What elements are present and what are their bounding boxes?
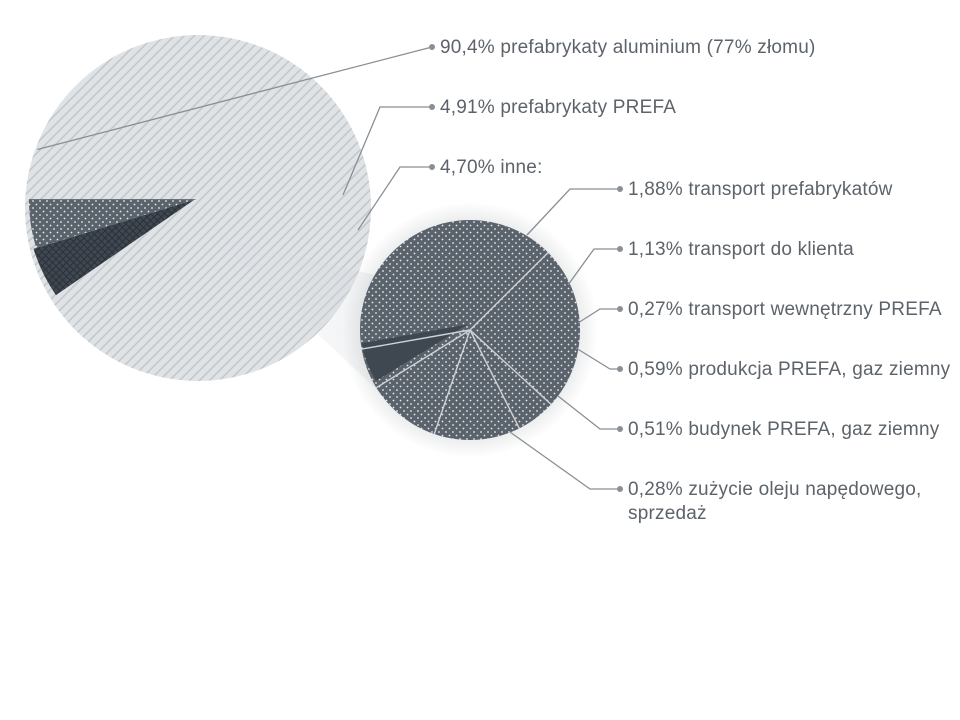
label-t_wew: 0,27% transport wewnętrzny PREFA bbox=[628, 299, 942, 320]
leader-dot bbox=[429, 164, 435, 170]
leader-dot bbox=[617, 366, 623, 372]
label-t_prefab: 1,88% transport prefabrykatów bbox=[628, 179, 893, 200]
label-prefa: 4,91% prefabrykaty PREFA bbox=[440, 97, 676, 118]
leader-dot bbox=[617, 246, 623, 252]
leader-dot bbox=[429, 104, 435, 110]
leader-dot bbox=[429, 44, 435, 50]
label-prod_gaz: 0,59% produkcja PREFA, gaz ziemny bbox=[628, 359, 951, 380]
label-olej-l2: sprzedaż bbox=[628, 503, 707, 524]
label-inne: 4,70% inne: bbox=[440, 157, 543, 178]
leader-dot bbox=[617, 486, 623, 492]
emissions-breakdown-chart: 90,4% prefabrykaty aluminium (77% złomu)… bbox=[0, 0, 960, 720]
leader-dot bbox=[617, 426, 623, 432]
label-t_klient: 1,13% transport do klienta bbox=[628, 239, 854, 260]
label-aluminium: 90,4% prefabrykaty aluminium (77% złomu) bbox=[440, 37, 816, 58]
leader-dot bbox=[617, 306, 623, 312]
label-olej-l1: 0,28% zużycie oleju napędowego, bbox=[628, 479, 922, 500]
label-bud_gaz: 0,51% budynek PREFA, gaz ziemny bbox=[628, 419, 940, 440]
leader-dot bbox=[617, 186, 623, 192]
